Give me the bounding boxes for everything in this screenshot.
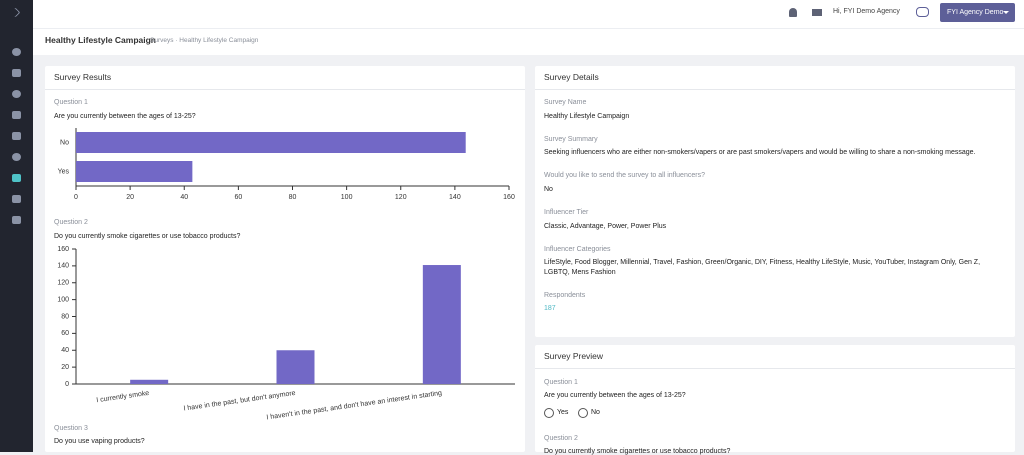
y-tick-label: 40 (61, 347, 69, 354)
messages-icon[interactable] (916, 7, 929, 17)
users-icon[interactable] (12, 69, 21, 77)
crumb[interactable]: Surveys (150, 37, 174, 44)
question-label: Question 2 (54, 219, 88, 226)
account-button[interactable]: FYI Agency Demo (940, 3, 1015, 22)
field-label: Respondents (544, 292, 586, 299)
question-text: Are you currently between the ages of 13… (544, 392, 686, 399)
field-value: No (544, 186, 553, 193)
survey-icon[interactable] (12, 174, 21, 182)
divider (45, 89, 525, 90)
x-tick-label: 80 (289, 194, 297, 201)
y-tick-label: 100 (57, 296, 69, 303)
search-icon[interactable] (12, 90, 21, 98)
y-tick-label: 20 (61, 364, 69, 371)
field-value: Seeking influencers who are either non-s… (544, 149, 976, 156)
monitor-icon[interactable] (12, 195, 21, 203)
x-tick-label: 60 (234, 194, 242, 201)
caret (1003, 11, 1009, 17)
y-tick-label: 160 (57, 246, 69, 253)
details-card (535, 66, 1015, 337)
field-label: Survey Name (544, 99, 587, 106)
transfer-icon[interactable] (12, 132, 21, 140)
field-label: Influencer Tier (544, 209, 589, 216)
y-tick-label: 60 (61, 330, 69, 337)
x-tick-label: 160 (503, 194, 515, 201)
bar (76, 132, 466, 153)
chat-icon[interactable] (12, 153, 21, 161)
bar (130, 379, 169, 384)
account-label: FYI Agency Demo (947, 9, 1004, 16)
sidebar (0, 0, 33, 452)
field-label: Influencer Categories (544, 246, 611, 253)
card-title: Survey Results (54, 72, 112, 82)
question-text: Are you currently between the ages of 13… (54, 113, 196, 120)
radio[interactable] (578, 408, 588, 418)
question-text: Do you use vaping products? (54, 438, 145, 445)
breadcrumb-bar (33, 28, 1024, 55)
x-tick-label: 100 (341, 194, 353, 201)
option-label: No (591, 409, 600, 416)
question-label: Question 3 (54, 425, 88, 432)
x-tick-label: 120 (395, 194, 407, 201)
x-tick-label: I have in the past, but don't anymore (183, 390, 296, 413)
y-tick-label: 120 (57, 280, 69, 287)
card-title: Survey Preview (544, 351, 604, 361)
x-tick-label: 140 (449, 194, 461, 201)
field-label: Would you like to send the survey to all… (544, 172, 705, 179)
dashboard-icon[interactable] (12, 48, 21, 56)
x-tick-label: 40 (180, 194, 188, 201)
mail-icon[interactable] (812, 9, 822, 16)
field-label: Survey Summary (544, 136, 598, 143)
y-tick-label: Yes (58, 168, 70, 175)
y-tick-label: 80 (61, 313, 69, 320)
radio[interactable] (544, 408, 554, 418)
user-greeting: Hi, FYI Demo Agency (833, 8, 900, 15)
field-value: Classic, Advantage, Power, Power Plus (544, 223, 667, 230)
question-text: Do you currently smoke cigarettes or use… (54, 233, 241, 240)
results-card (45, 66, 525, 452)
x-tick-label: 20 (126, 194, 134, 201)
bar (422, 265, 461, 384)
x-tick-label: I currently smoke (96, 390, 150, 404)
crumb: Healthy Lifestyle Campaign (179, 37, 259, 44)
y-tick-label: 0 (65, 381, 69, 388)
y-tick-label: 140 (57, 263, 69, 270)
preview-card (535, 345, 1015, 452)
question-label: Question 2 (544, 435, 578, 442)
question-label: Question 1 (54, 99, 88, 106)
field-value: 187 (544, 305, 556, 312)
campaign-icon[interactable] (12, 111, 21, 119)
field-value: Healthy Lifestyle Campaign (544, 113, 630, 120)
question-label: Question 1 (544, 379, 578, 386)
bell-icon[interactable] (789, 8, 797, 17)
field-value: LifeStyle, Food Blogger, Millennial, Tra… (544, 259, 981, 276)
breadcrumb: Surveys · Healthy Lifestyle Campaign (150, 37, 259, 44)
divider (535, 368, 1015, 369)
card-title: Survey Details (544, 72, 599, 82)
bar (276, 350, 315, 384)
tools-icon[interactable] (12, 216, 21, 224)
option-label: Yes (557, 409, 569, 416)
bar (76, 161, 193, 182)
top-bar (33, 0, 1024, 28)
y-tick-label: No (60, 139, 69, 146)
divider (535, 89, 1015, 90)
page-title: Healthy Lifestyle Campaign (45, 35, 157, 45)
x-tick-label: 0 (74, 194, 78, 201)
